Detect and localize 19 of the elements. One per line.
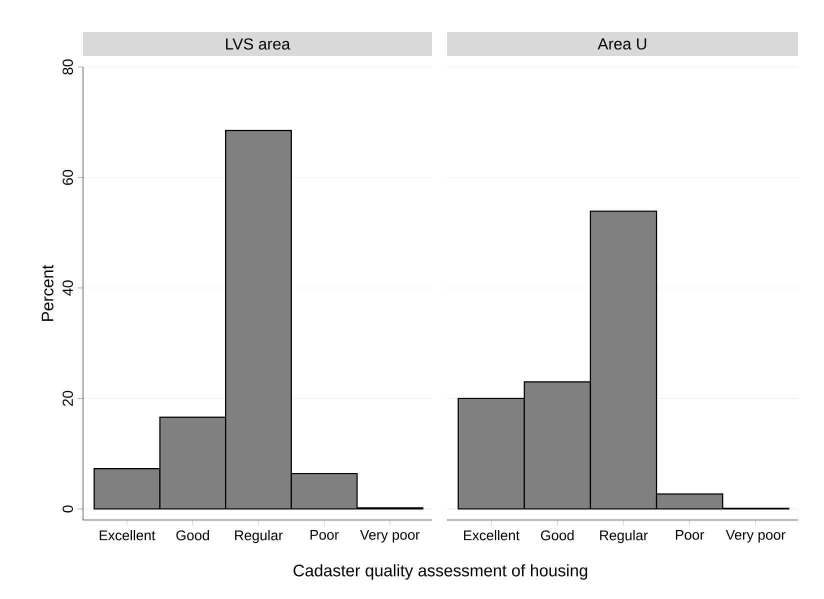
x-tick-label: Poor — [310, 530, 339, 540]
chart-title: Area U — [598, 38, 646, 50]
x-tick-label: Excellent — [100, 530, 156, 540]
x-tick-label: Good — [540, 530, 574, 540]
x-tick-label: Excellent — [464, 530, 520, 540]
x-tick-label: Poor — [676, 530, 704, 540]
x-tick-label: Regular — [600, 530, 648, 544]
x-tick-label: Very poor — [726, 530, 786, 543]
y-tick-label: 20 — [62, 390, 73, 406]
x-tick-label: Good — [176, 530, 209, 540]
y-tick-label: 60 — [62, 170, 73, 185]
chart-title: LVS area — [226, 38, 290, 50]
x-axis-title: Cadaster quality assessment of housing — [294, 564, 588, 580]
y-tick-label: 80 — [62, 59, 73, 75]
y-tick-label: 0 — [62, 505, 73, 512]
y-tick-label: 40 — [62, 280, 73, 296]
x-tick-label: Regular — [235, 530, 283, 544]
y-axis-title: Percent — [42, 264, 54, 321]
x-tick-label: Very poor — [360, 530, 420, 543]
